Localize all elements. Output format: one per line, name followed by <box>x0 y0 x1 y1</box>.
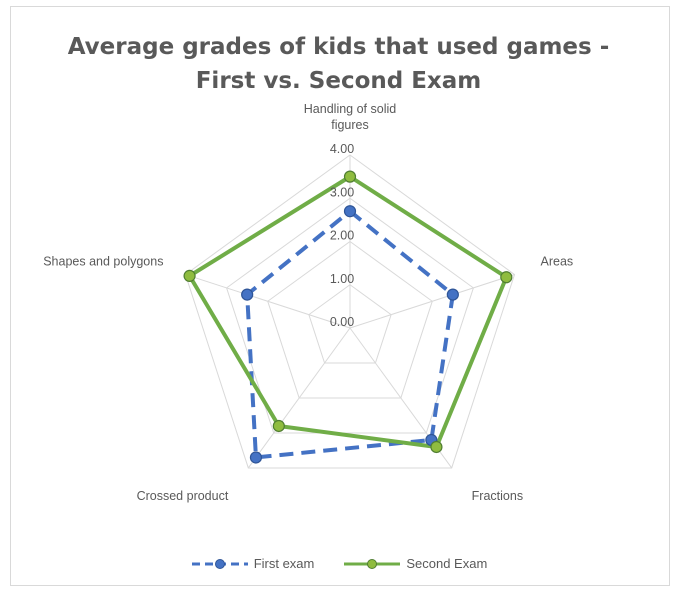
tick-label-2: 2.00 <box>330 229 354 243</box>
axis-label-line: Areas <box>541 255 574 269</box>
axis-label-line: figures <box>331 118 369 132</box>
grid-ring-4 <box>184 154 516 469</box>
grid-ring-3 <box>226 197 474 434</box>
point-second-exam-crossed-product <box>272 419 285 433</box>
axis-label-line: Fractions <box>472 489 523 503</box>
legend-swatch-second-exam <box>344 558 401 569</box>
radar-chart: 0.00 1.00 2.00 3.00 4.00 Handling of solid fig… <box>43 102 574 503</box>
point-second-exam-fractions <box>430 440 443 454</box>
point-second-exam-handling-of-solid-figures <box>343 170 357 183</box>
legend-item-first-exam: First exam <box>190 556 315 571</box>
chart-title-line-1: Average grades of kids that used games - <box>67 34 610 60</box>
tick-label-3: 3.00 <box>330 185 354 199</box>
axis-label-fractions: Fractions <box>472 489 523 503</box>
grid-ring-2 <box>267 240 433 399</box>
grid-ring-1 <box>308 284 392 364</box>
tick-label-1: 1.00 <box>330 272 354 286</box>
legend-label-second-exam: Second Exam <box>406 556 488 571</box>
legend-item-second-exam: Second Exam <box>342 556 487 571</box>
axis-label-crossed-product: Crossed product <box>137 489 229 503</box>
tick-label-4: 4.00 <box>330 142 354 156</box>
axis-label-handling-of-solid-figures: Handling of solid figures <box>304 102 396 132</box>
legend-label-first-exam: First exam <box>253 556 315 571</box>
axis-label-line: Shapes and polygons <box>43 255 163 269</box>
point-second-exam-shapes-and-polygons <box>183 269 196 282</box>
tick-label-0: 0.00 <box>330 315 354 329</box>
chart-title: Average grades of kids that used games -… <box>0 30 677 98</box>
point-first-exam-areas <box>446 288 459 301</box>
chart-title-line-2: First vs. Second Exam <box>195 68 482 94</box>
point-first-exam-shapes-and-polygons <box>241 288 254 301</box>
series-line-first-exam <box>245 209 455 460</box>
spoke-crossed-product <box>247 327 351 469</box>
point-first-exam-crossed-product <box>249 451 263 464</box>
legend-swatch-first-exam <box>191 558 248 569</box>
axis-label-shapes-and-polygons: Shapes and polygons <box>43 255 163 269</box>
point-first-exam-handling-of-solid-figures <box>343 205 357 218</box>
spoke-shapes-and-polygons <box>185 274 351 329</box>
point-second-exam-areas <box>500 271 513 284</box>
axis-label-areas: Areas <box>541 255 574 269</box>
series-line-second-exam <box>187 174 509 449</box>
chart-legend: First exam Second Exam <box>0 556 677 571</box>
chart-frame <box>10 6 670 586</box>
spoke-areas <box>349 274 515 329</box>
axis-label-line: Handling of solid <box>304 102 396 116</box>
axis-label-line: Crossed product <box>137 489 229 503</box>
